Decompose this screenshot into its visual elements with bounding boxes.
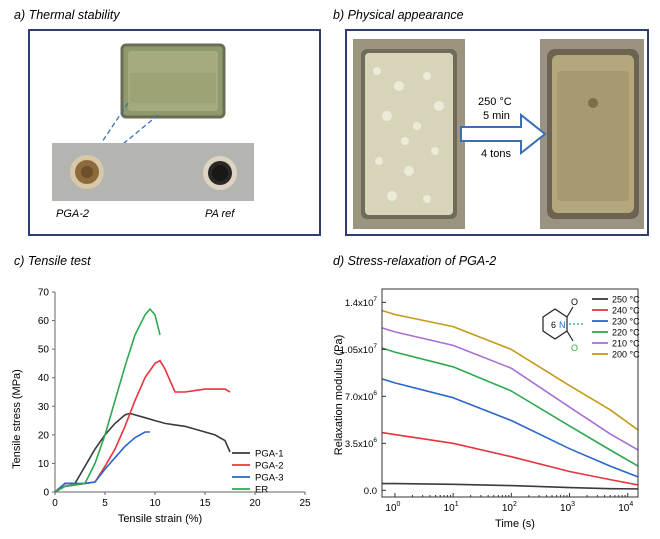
legend-label: PGA-3 xyxy=(255,473,284,484)
panel-a-title: a) Thermal stability xyxy=(14,8,120,22)
molecule-structure-icon: 6 N O O xyxy=(542,297,585,353)
x-tick-label: 15 xyxy=(199,498,211,509)
caption-pa-ref: PA ref xyxy=(205,208,235,220)
panel-a-frame xyxy=(28,29,321,236)
y-tick-label: 20 xyxy=(38,430,50,441)
x-axis-label: Time (s) xyxy=(495,518,535,530)
x-tick-label: 25 xyxy=(299,498,311,509)
y-tick-label: 60 xyxy=(38,316,50,327)
x-tick-label: 0 xyxy=(52,498,58,509)
molecule-ring-label: 6 xyxy=(551,320,556,330)
y-axis-label: Tensile stress (MPa) xyxy=(11,369,23,469)
y-tick-label: 7.0x106 xyxy=(345,390,378,403)
series-line xyxy=(381,347,639,467)
physical-appearance-photo xyxy=(353,39,644,229)
legend-label: 200 °C xyxy=(612,350,640,360)
x-tick-label: 102 xyxy=(502,501,517,514)
x-tick-label: 10 xyxy=(149,498,161,509)
y-tick-label: 0 xyxy=(43,488,49,499)
series-line xyxy=(381,431,639,486)
x-tick-label: 5 xyxy=(102,498,108,509)
caption-pga2: PGA-2 xyxy=(56,208,90,220)
panel-d-title: d) Stress-relaxation of PGA-2 xyxy=(333,254,497,268)
x-tick-label: 20 xyxy=(249,498,261,509)
y-tick-label: 0.0 xyxy=(364,486,377,497)
condition-time: 5 min xyxy=(483,110,510,122)
series-line xyxy=(381,327,639,451)
process-arrow xyxy=(460,112,547,156)
thermal-stability-photo xyxy=(52,43,254,201)
x-tick-label: 101 xyxy=(444,501,459,514)
molecule-atom-o-top: O xyxy=(571,297,578,307)
x-axis-label: Tensile strain (%) xyxy=(118,513,202,525)
stress-relaxation-chart: 100 101 102 103 104 0.0 3.5x106 7.0x106 1.05x10… xyxy=(333,288,640,530)
y-axis-label: Relaxation modulus (Pa) xyxy=(333,335,345,455)
y-tick-label: 70 xyxy=(38,288,50,299)
panel-b-title: b) Physical appearance xyxy=(333,8,464,22)
y-tick-label: 3.5x106 xyxy=(345,437,378,450)
y-tick-label: 10 xyxy=(38,459,50,470)
legend-label: 210 °C xyxy=(612,339,640,349)
x-tick-label: 104 xyxy=(618,501,633,514)
series-line-pga-3 xyxy=(54,431,150,493)
legend-label: PGA-1 xyxy=(255,449,284,460)
molecule-atom-o-bottom: O xyxy=(571,343,578,353)
series-line xyxy=(381,378,639,478)
y-tick-label: 40 xyxy=(38,373,50,384)
legend-label: 250 °C xyxy=(612,295,640,305)
condition-pressure: 4 tons xyxy=(481,148,511,160)
tensile-test-chart: 0 5 10 15 20 25 0 10 20 30 40 50 60 70 Tensile strai… xyxy=(11,288,311,526)
molecule-atom-n: N xyxy=(559,320,566,330)
legend-label: 230 °C xyxy=(612,317,640,327)
y-tick-label: 30 xyxy=(38,402,50,413)
condition-temperature: 250 °C xyxy=(478,96,512,108)
plot-frame xyxy=(381,288,639,498)
x-tick-label: 100 xyxy=(385,501,400,514)
series-line-pga-1 xyxy=(54,412,231,493)
series-line-er xyxy=(54,307,161,493)
legend-label: 240 °C xyxy=(612,306,640,316)
x-tick-label: 103 xyxy=(560,501,575,514)
y-tick-label: 1.05x107 xyxy=(340,343,378,356)
series-line xyxy=(381,309,639,431)
legend-label: 220 °C xyxy=(612,328,640,338)
panel-b-frame xyxy=(345,29,649,236)
y-tick-label: 1.4x107 xyxy=(345,296,378,309)
series-line xyxy=(382,482,639,490)
zoom-line-bottom xyxy=(92,114,159,170)
legend-label: PGA-2 xyxy=(255,461,284,472)
y-tick-label: 50 xyxy=(38,345,50,356)
legend-label: ER xyxy=(255,485,268,496)
panel-c-title: c) Tensile test xyxy=(14,254,91,268)
